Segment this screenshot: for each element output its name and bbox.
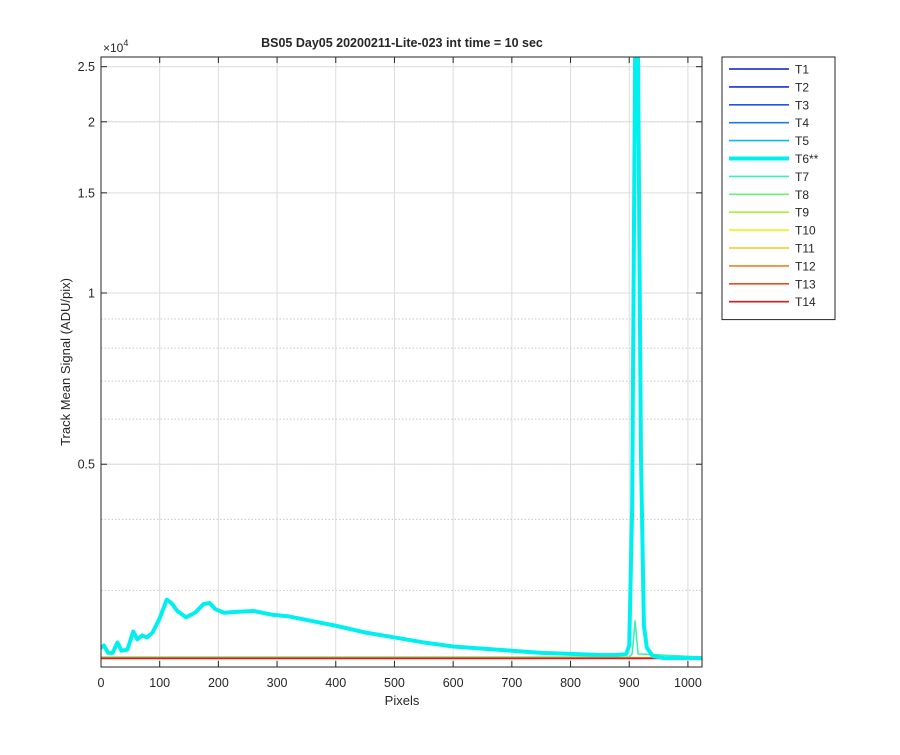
x-tick-label: 400 [325, 676, 346, 690]
x-tick-label: 100 [149, 676, 170, 690]
legend-label: T13 [795, 277, 816, 291]
legend-item[interactable]: T4 [729, 116, 809, 130]
x-tick-label: 700 [501, 676, 522, 690]
x-tick-label: 600 [443, 676, 464, 690]
y-axis-exponent-power: 4 [123, 38, 128, 48]
y-axis-label: Track Mean Signal (ADU/pix) [58, 278, 73, 446]
legend-label: T2 [795, 80, 809, 94]
legend-item[interactable]: T2 [729, 80, 809, 94]
legend-item[interactable]: T12 [729, 259, 816, 273]
x-tick-label: 800 [560, 676, 581, 690]
legend-label: T7 [795, 170, 809, 184]
legend-item[interactable]: T5 [729, 134, 809, 148]
legend-label: T12 [795, 259, 816, 273]
y-tick-label: 2.5 [78, 60, 95, 74]
x-tick-label: 0 [98, 676, 105, 690]
y-tick-label: 1.5 [78, 186, 95, 200]
x-tick-label: 200 [208, 676, 229, 690]
x-tick-label: 300 [267, 676, 288, 690]
legend-label: T1 [795, 63, 809, 77]
x-axis-label: Pixels [385, 693, 420, 708]
legend-label: T3 [795, 98, 809, 112]
y-axis-exponent-base: ×10 [103, 41, 124, 55]
series-layer [101, 57, 702, 661]
y-tick-label: 2 [88, 115, 95, 129]
y-tick-label: 0.5 [78, 458, 95, 472]
legend-label: T14 [795, 295, 816, 309]
legend-label: T11 [795, 242, 815, 256]
axis-ticks: 0 100 200 300 400 500 600 700 800 900 1000 0.5 1 1.5 2… [78, 57, 702, 690]
x-tick-label: 500 [384, 676, 405, 690]
legend-label: T6** [795, 152, 819, 166]
legend-label: T4 [795, 116, 809, 130]
y-axis-exponent: ×104 [103, 38, 128, 55]
legend-item[interactable]: T11 [729, 242, 815, 256]
legend-item[interactable]: T6** [729, 152, 819, 166]
legend-item[interactable]: T1 [729, 63, 809, 77]
legend-box [721, 56, 836, 321]
legend-item[interactable]: T3 [729, 98, 809, 112]
legend-label: T10 [795, 224, 816, 238]
chart-title: BS05 Day05 20200211-Lite-023 int time = … [261, 36, 543, 50]
x-tick-label: 900 [619, 676, 640, 690]
legend-item[interactable]: T9 [729, 206, 809, 220]
legend[interactable]: T1 T2 T3 T4 T5 T6** T7 T8 T9 T10 T11 T12 T13 T14 [721, 56, 836, 321]
legend-label: T8 [795, 188, 809, 202]
legend-item[interactable]: T14 [729, 295, 816, 309]
plot-area-border [100, 56, 703, 668]
legend-item[interactable]: T13 [729, 277, 816, 291]
y-tick-label: 1 [88, 287, 95, 301]
x-tick-label: 1000 [674, 676, 702, 690]
legend-item[interactable]: T10 [729, 224, 816, 238]
legend-label: T9 [795, 206, 809, 220]
legend-label: T5 [795, 134, 809, 148]
legend-item[interactable]: T8 [729, 188, 809, 202]
grid [100, 57, 702, 667]
legend-item[interactable]: T7 [729, 170, 809, 184]
series-line-t6 [101, 57, 702, 661]
